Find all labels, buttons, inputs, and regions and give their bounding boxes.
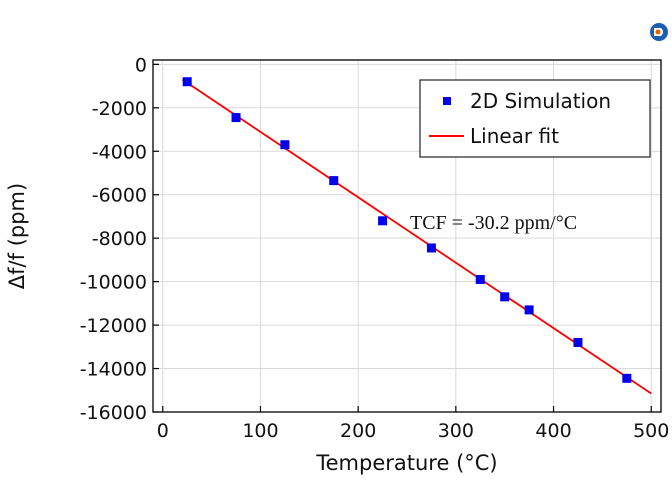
legend-box (419, 79, 651, 158)
y-tick-label: -4000 (92, 141, 147, 163)
tcf-annotation: TCF = -30.2 ppm/°C (410, 212, 577, 234)
legend-label-simulation: 2D Simulation (470, 89, 611, 113)
y-axis-ticks: 0 -2000 -4000 -6000 -8000 -10000 -12000 -14000 -… (80, 54, 159, 424)
simulation-point (622, 373, 632, 383)
simulation-point (231, 113, 241, 123)
simulation-point (500, 292, 510, 302)
x-tick-label: 500 (633, 420, 669, 442)
y-tick-label: 0 (135, 54, 147, 76)
x-axis-title: Temperature (°C) (315, 451, 497, 475)
x-tick-label: 400 (535, 420, 571, 442)
x-tick-label: 200 (340, 420, 376, 442)
simulation-point (378, 216, 388, 226)
x-tick-label: 100 (242, 420, 278, 442)
y-axis-title: Δf/f (ppm) (5, 183, 29, 289)
y-tick-label: -8000 (92, 228, 147, 250)
simulation-point (426, 243, 436, 253)
simulation-points (182, 77, 632, 383)
y-tick-label: -2000 (92, 98, 147, 120)
x-tick-label: 300 (438, 420, 474, 442)
simulation-point (280, 140, 290, 150)
linear-fit-line (181, 78, 652, 395)
y-tick-label: -14000 (80, 359, 147, 381)
y-tick-label: -12000 (80, 315, 147, 337)
y-tick-label: -6000 (92, 185, 147, 207)
simulation-point (524, 305, 534, 315)
simulation-point (182, 77, 192, 87)
x-axis-ticks: 0 100 200 300 400 500 (157, 406, 669, 442)
legend-label-fit: Linear fit (470, 124, 559, 148)
legend: 2D Simulation Linear fit (419, 79, 651, 158)
legend-marker-simulation (443, 97, 451, 105)
y-tick-label: -16000 (80, 402, 147, 424)
simulation-point (573, 337, 583, 347)
x-tick-label: 0 (157, 420, 169, 442)
simulation-point (329, 176, 339, 186)
app-logo-icon (650, 23, 668, 41)
simulation-point (475, 274, 485, 284)
plot-frame (152, 59, 662, 413)
grid-lines (153, 60, 661, 413)
y-tick-label: -10000 (80, 272, 147, 294)
